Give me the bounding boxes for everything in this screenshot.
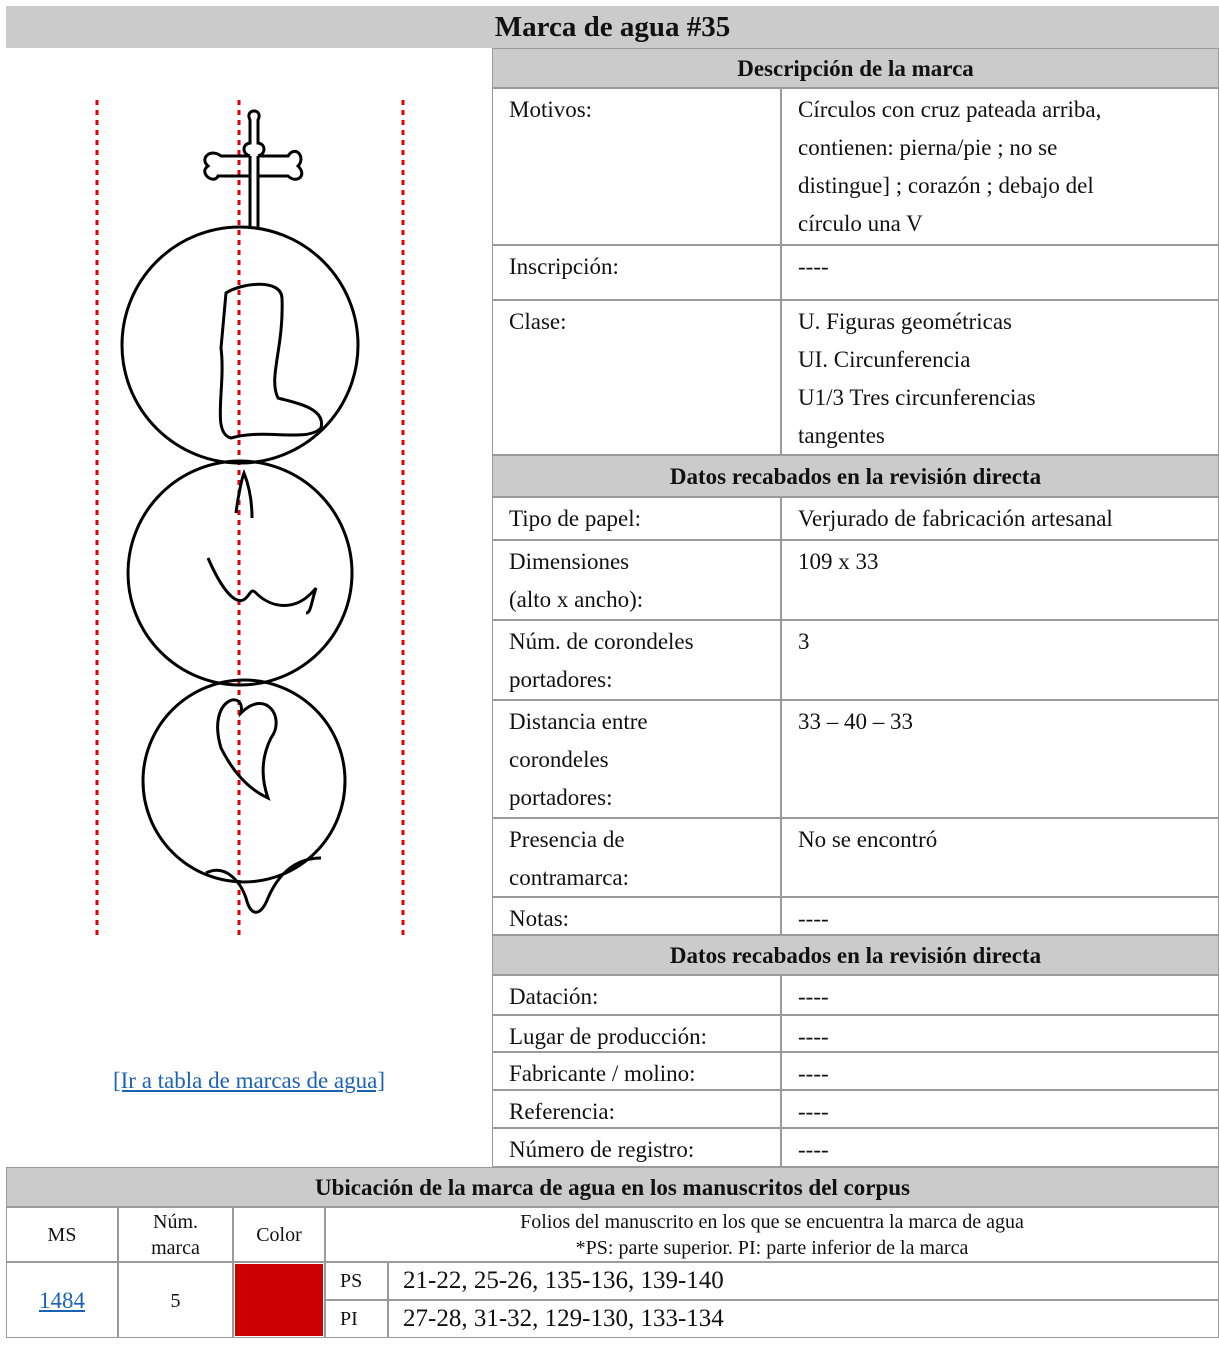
row-value: No se encontró [781, 818, 1219, 897]
column-header: Núm. marca [118, 1207, 233, 1262]
back-link[interactable]: [Ir a tabla de marcas de agua] [112, 1068, 385, 1093]
value-line: ---- [798, 1024, 829, 1049]
watermark-lines [120, 109, 360, 914]
page-title: Marca de agua #35 [6, 6, 1219, 48]
value-line: tangentes [798, 423, 885, 448]
num-cell: 5 [118, 1262, 233, 1338]
value-line: círculo una V [798, 211, 923, 236]
label-line: (alto x ancho): [509, 587, 644, 612]
value-line: U. Figuras geométricas [798, 309, 1012, 334]
row-value: ---- [781, 1128, 1219, 1167]
row-value: 109 x 33 [781, 540, 1219, 620]
value-line: No se encontró [798, 827, 938, 852]
value-line: distingue] ; corazón ; debajo del [798, 173, 1094, 198]
section-header: Datos recabados en la revisión directa [492, 935, 1219, 975]
folios-cell: 21-22, 25-26, 135-136, 139-140 [388, 1262, 1219, 1300]
row-label: Referencia: [492, 1090, 781, 1128]
column-header: MS [6, 1207, 118, 1262]
label-line: Inscripción: [509, 254, 619, 279]
part-cell: PI [325, 1300, 388, 1338]
label-line: portadores: [509, 667, 613, 692]
column-header-line: Folios del manuscrito en los que se encu… [520, 1210, 1024, 1233]
value-line: Círculos con cruz pateada arriba, [798, 97, 1102, 122]
value-line: 33 – 40 – 33 [798, 709, 913, 734]
row-label: Clase: [492, 300, 781, 455]
row-label: Presencia de contramarca: [492, 818, 781, 897]
row-label: Número de registro: [492, 1128, 781, 1167]
value-line: ---- [798, 906, 829, 931]
value-line: contienen: pierna/pie ; no se [798, 135, 1058, 160]
label-line: Dimensiones [509, 549, 630, 574]
section-header: Descripción de la marca [492, 48, 1219, 88]
label-line: portadores: [509, 785, 613, 810]
row-value: ---- [781, 1015, 1219, 1052]
row-label: Lugar de producción: [492, 1015, 781, 1052]
value-line: U1/3 Tres circunferencias [798, 385, 1036, 410]
label-line: Tipo de papel: [509, 506, 642, 531]
row-label: Tipo de papel: [492, 497, 781, 540]
value-line: Verjurado de fabricación artesanal [798, 506, 1113, 531]
ms-link[interactable]: 1484 [39, 1288, 85, 1313]
label-line: Distancia entre [509, 709, 648, 734]
row-value: ---- [781, 897, 1219, 935]
ms-cell: 1484 [6, 1262, 118, 1338]
row-value: ---- [781, 975, 1219, 1015]
column-header: Folios del manuscrito en los que se encu… [325, 1207, 1219, 1262]
color-cell [233, 1262, 325, 1338]
row-label: Datación: [492, 975, 781, 1015]
row-label: Núm. de corondeles portadores: [492, 620, 781, 700]
row-label: Inscripción: [492, 245, 781, 300]
part-cell: PS [325, 1262, 388, 1300]
value-line: 3 [798, 629, 810, 654]
value-line: ---- [798, 1137, 829, 1162]
column-header-line: MS [47, 1223, 77, 1246]
label-line: Datación: [509, 984, 599, 1009]
value-line: 109 x 33 [798, 549, 879, 574]
row-value: ---- [781, 1090, 1219, 1128]
row-value: ---- [781, 245, 1219, 300]
label-line: Fabricante / molino: [509, 1061, 696, 1086]
row-label: Motivos: [492, 88, 781, 245]
value-line: UI. Circunferencia [798, 347, 971, 372]
row-value: Verjurado de fabricación artesanal [781, 497, 1219, 540]
label-line: Presencia de [509, 827, 625, 852]
value-line: ---- [798, 1061, 829, 1086]
label-line: contramarca: [509, 865, 630, 890]
value-line: ---- [798, 254, 829, 279]
value-line: ---- [798, 1099, 829, 1124]
label-line: Núm. de corondeles [509, 629, 694, 654]
watermark-drawing [95, 100, 405, 936]
label-line: Lugar de producción: [509, 1024, 707, 1049]
column-header-line: Color [256, 1223, 302, 1246]
label-line: Clase: [509, 309, 567, 334]
row-label: Fabricante / molino: [492, 1052, 781, 1090]
row-label: Dimensiones (alto x ancho): [492, 540, 781, 620]
column-header-line: marca [151, 1236, 200, 1259]
location-header: Ubicación de la marca de agua en los man… [6, 1167, 1219, 1207]
label-line: Número de registro: [509, 1137, 695, 1162]
color-swatch [235, 1264, 323, 1336]
row-value: ---- [781, 1052, 1219, 1090]
row-value: Círculos con cruz pateada arriba, contien… [781, 88, 1219, 245]
label-line: Motivos: [509, 97, 593, 122]
row-label: Distancia entre corondeles portadores: [492, 700, 781, 818]
label-line: Notas: [509, 906, 570, 931]
column-header-line: *PS: parte superior. PI: parte inferior … [575, 1236, 969, 1259]
section-header: Datos recabados en la revisión directa [492, 455, 1219, 497]
value-line: ---- [798, 984, 829, 1009]
row-value: U. Figuras geométricas UI. Circunferencia… [781, 300, 1219, 455]
label-line: corondeles [509, 747, 609, 772]
row-value: 3 [781, 620, 1219, 700]
row-value: 33 – 40 – 33 [781, 700, 1219, 818]
folios-cell: 27-28, 31-32, 129-130, 133-134 [388, 1300, 1219, 1338]
label-line: Referencia: [509, 1099, 615, 1124]
row-label: Notas: [492, 897, 781, 935]
column-header-line: Núm. [153, 1210, 198, 1233]
column-header: Color [233, 1207, 325, 1262]
